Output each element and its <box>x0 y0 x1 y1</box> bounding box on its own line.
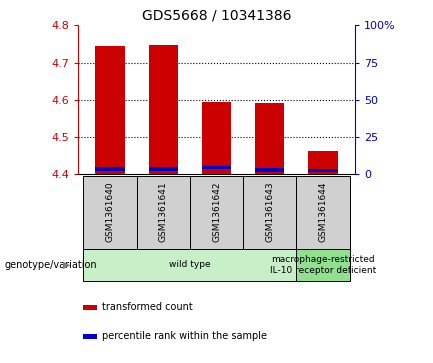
Text: transformed count: transformed count <box>102 302 193 312</box>
Bar <box>95 167 125 171</box>
Bar <box>95 46 125 174</box>
Bar <box>297 249 350 281</box>
Bar <box>136 176 190 249</box>
Bar <box>255 168 284 172</box>
Bar <box>149 167 178 171</box>
Bar <box>308 169 338 172</box>
Bar <box>243 176 297 249</box>
Bar <box>83 176 136 249</box>
Text: genotype/variation: genotype/variation <box>4 260 97 270</box>
Text: GSM1361641: GSM1361641 <box>159 182 168 242</box>
Text: GSM1361642: GSM1361642 <box>212 182 221 242</box>
Bar <box>84 334 97 339</box>
Text: wild type: wild type <box>169 261 211 269</box>
Bar <box>149 45 178 174</box>
Text: GSM1361640: GSM1361640 <box>105 182 114 242</box>
Bar <box>202 166 231 170</box>
Text: percentile rank within the sample: percentile rank within the sample <box>102 331 267 341</box>
Bar <box>83 249 297 281</box>
Title: GDS5668 / 10341386: GDS5668 / 10341386 <box>142 9 291 23</box>
Bar <box>202 102 231 174</box>
Bar <box>84 305 97 310</box>
Bar <box>308 151 338 174</box>
Text: GSM1361644: GSM1361644 <box>319 182 328 242</box>
Bar <box>255 103 284 174</box>
Text: macrophage-restricted
IL-10 receptor deficient: macrophage-restricted IL-10 receptor def… <box>270 255 376 275</box>
Bar <box>297 176 350 249</box>
Text: GSM1361643: GSM1361643 <box>265 182 274 242</box>
Text: ▶: ▶ <box>63 260 71 270</box>
Bar <box>190 176 243 249</box>
